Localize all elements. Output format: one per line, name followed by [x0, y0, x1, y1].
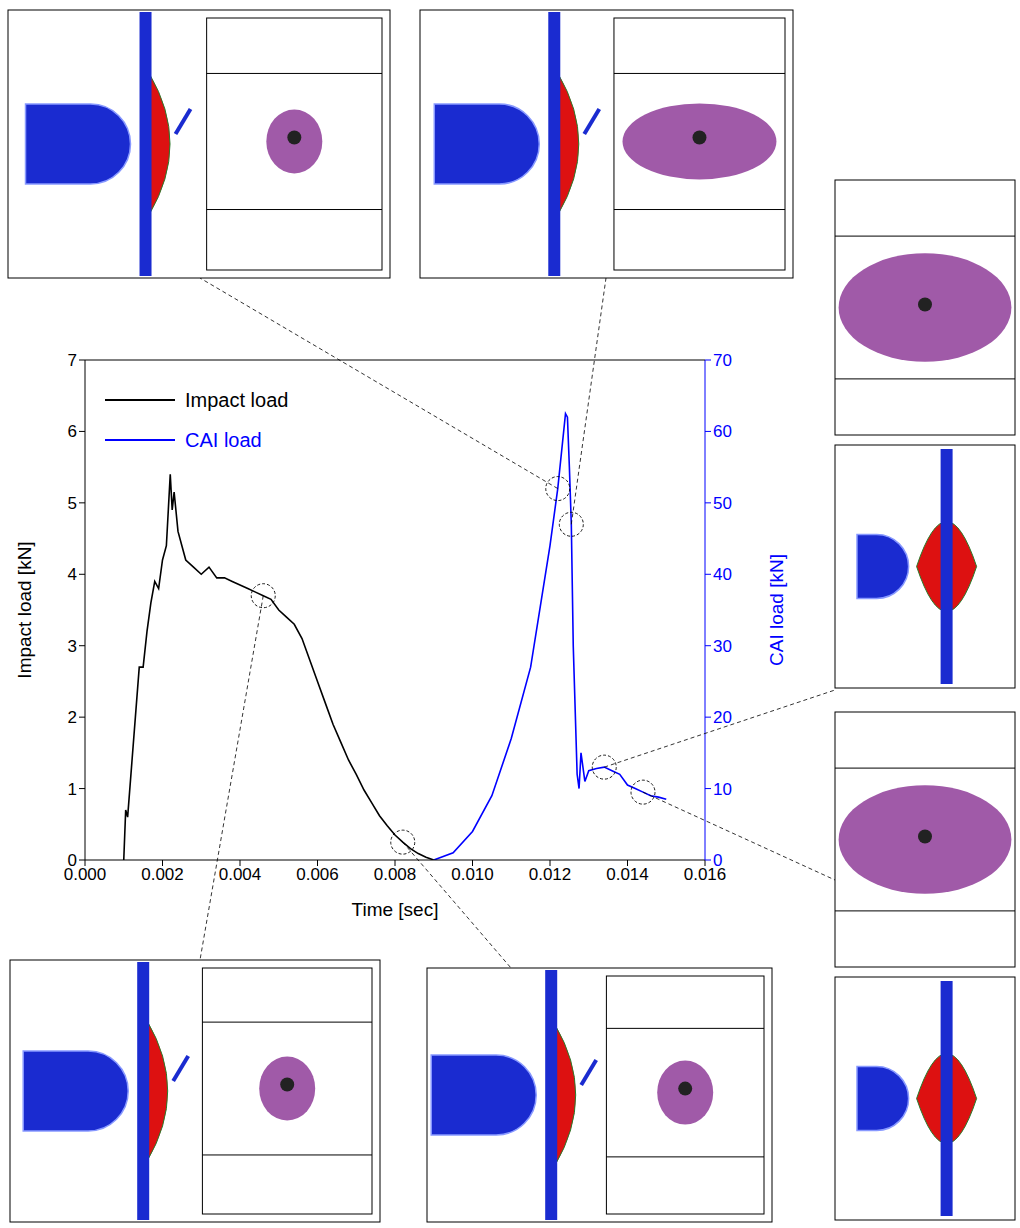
svg-text:CAI load: CAI load — [185, 429, 262, 451]
svg-text:6: 6 — [68, 422, 77, 441]
svg-text:0.008: 0.008 — [374, 865, 417, 884]
svg-text:0.016: 0.016 — [683, 865, 727, 885]
svg-text:3: 3 — [68, 637, 77, 656]
svg-text:0.010: 0.010 — [451, 865, 494, 884]
svg-text:10: 10 — [713, 780, 732, 799]
svg-text:0.012: 0.012 — [529, 865, 572, 884]
svg-text:0.014: 0.014 — [606, 865, 649, 884]
svg-text:40: 40 — [713, 565, 732, 584]
svg-text:CAI load [kN]: CAI load [kN] — [766, 554, 787, 666]
svg-text:5: 5 — [68, 494, 77, 513]
svg-text:0: 0 — [713, 851, 722, 870]
svg-text:70: 70 — [713, 351, 732, 370]
svg-text:Time [sec]: Time [sec] — [352, 899, 439, 920]
svg-text:60: 60 — [713, 422, 732, 441]
svg-text:0.006: 0.006 — [296, 865, 339, 884]
svg-text:30: 30 — [713, 637, 732, 656]
svg-text:7: 7 — [68, 351, 77, 370]
svg-text:Impact load [kN]: Impact load [kN] — [14, 541, 35, 678]
svg-text:0.004: 0.004 — [219, 865, 262, 884]
svg-text:4: 4 — [68, 565, 77, 584]
svg-text:0.000: 0.000 — [63, 865, 107, 885]
svg-text:2: 2 — [68, 708, 77, 727]
svg-text:0: 0 — [68, 851, 77, 870]
svg-text:50: 50 — [713, 494, 732, 513]
svg-text:20: 20 — [713, 708, 732, 727]
svg-text:Impact load: Impact load — [185, 389, 288, 411]
svg-text:1: 1 — [68, 780, 77, 799]
svg-text:0.002: 0.002 — [141, 865, 184, 884]
